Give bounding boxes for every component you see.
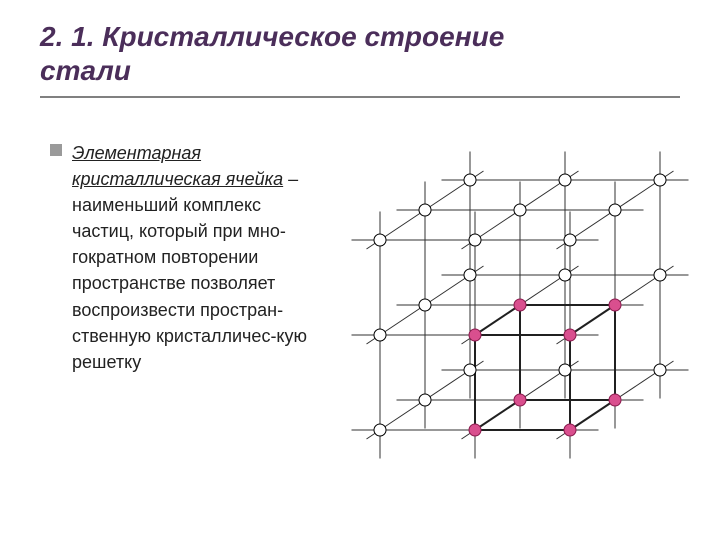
definition-text: Элементарная кристаллическая ячейка – на… [72,140,322,375]
bullet-icon [50,144,62,156]
term: Элементарная кристаллическая ячейка [72,143,283,189]
page-title: 2. 1. Кристаллическое строение стали [40,20,504,87]
title-line-1: 2. 1. Кристаллическое строение [40,21,504,52]
crystal-lattice-diagram [320,100,700,480]
definition-rest: – наименьший комплекс частиц, который пр… [72,169,307,372]
title-underline [40,96,680,98]
title-line-2: стали [40,55,131,86]
